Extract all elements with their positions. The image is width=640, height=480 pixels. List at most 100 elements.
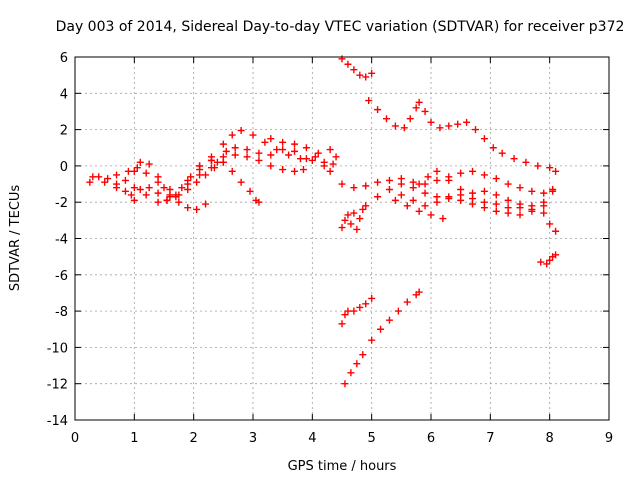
data-point xyxy=(457,185,465,193)
data-point xyxy=(377,325,385,333)
data-point xyxy=(219,140,227,148)
data-point xyxy=(540,202,548,210)
data-point xyxy=(409,196,417,204)
data-point xyxy=(338,180,346,188)
data-point xyxy=(480,135,488,143)
data-point xyxy=(397,180,405,188)
data-point xyxy=(136,185,144,193)
y-tick-label: -10 xyxy=(47,341,68,356)
data-point xyxy=(457,196,465,204)
data-point xyxy=(187,173,195,181)
data-point xyxy=(302,155,310,163)
data-point xyxy=(528,187,536,195)
data-point xyxy=(543,260,551,268)
data-point xyxy=(353,360,361,368)
data-point xyxy=(522,158,530,166)
data-point xyxy=(175,198,183,206)
data-point xyxy=(492,175,500,183)
data-point xyxy=(409,184,417,192)
data-point xyxy=(273,146,281,154)
series-arc-9 xyxy=(196,151,307,175)
data-point xyxy=(362,73,370,81)
data-point xyxy=(397,191,405,199)
data-point xyxy=(341,380,349,388)
data-point xyxy=(546,256,554,264)
x-tick-label: 7 xyxy=(486,431,494,446)
data-point xyxy=(424,173,432,181)
data-point xyxy=(504,196,512,204)
data-point xyxy=(231,144,239,152)
series-arc-18 xyxy=(415,167,548,213)
data-point xyxy=(154,173,162,181)
data-point xyxy=(136,158,144,166)
data-point xyxy=(421,180,429,188)
data-point xyxy=(344,60,352,68)
data-point xyxy=(338,320,346,328)
data-point xyxy=(113,171,121,179)
data-point xyxy=(193,178,201,186)
data-point xyxy=(359,205,367,213)
data-point xyxy=(427,211,435,219)
series-arc-4 xyxy=(127,164,218,204)
data-point xyxy=(207,156,215,164)
data-point xyxy=(552,251,560,259)
data-point xyxy=(166,191,174,199)
y-tick-label: 0 xyxy=(60,160,68,175)
data-point xyxy=(121,176,129,184)
grid-lines xyxy=(75,57,609,420)
data-point xyxy=(130,167,138,175)
data-point xyxy=(347,369,355,377)
series-arc-6 xyxy=(166,156,263,206)
y-tick-label: 2 xyxy=(60,124,68,139)
data-point xyxy=(311,153,319,161)
y-axis-label: SDTVAR / TECUs xyxy=(8,185,23,292)
data-point xyxy=(415,207,423,215)
data-point xyxy=(193,205,201,213)
data-point xyxy=(104,175,112,183)
data-point xyxy=(383,115,390,123)
data-point xyxy=(546,220,554,228)
y-tick-label: 4 xyxy=(60,87,68,102)
data-point xyxy=(320,162,328,170)
data-point xyxy=(332,153,340,161)
data-point xyxy=(89,173,97,181)
plot-frame xyxy=(74,56,610,421)
data-point xyxy=(480,171,488,179)
data-point xyxy=(454,120,462,128)
data-point xyxy=(457,169,465,177)
x-tick-label: 0 xyxy=(71,431,79,446)
data-point xyxy=(391,122,399,130)
series-arc-14 xyxy=(338,205,367,233)
data-point xyxy=(472,126,479,134)
data-point xyxy=(406,115,414,123)
data-point xyxy=(127,191,135,199)
data-point xyxy=(285,151,293,159)
data-point xyxy=(326,146,334,154)
data-point xyxy=(160,184,168,192)
data-point xyxy=(279,166,287,174)
series-arc-12 xyxy=(365,97,560,175)
data-point xyxy=(350,209,358,217)
data-point xyxy=(421,202,429,210)
data-point xyxy=(207,164,215,172)
data-point xyxy=(255,198,263,206)
data-point xyxy=(492,191,500,199)
x-tick-labels: 0 1 2 3 4 5 6 7 8 9 xyxy=(71,431,613,446)
data-point xyxy=(427,118,435,126)
series-arc-11 xyxy=(338,55,376,81)
x-tick-label: 1 xyxy=(130,431,138,446)
data-point xyxy=(222,147,230,155)
data-point xyxy=(261,138,269,146)
series-arc-13 xyxy=(338,167,557,197)
data-point xyxy=(101,178,109,186)
data-point xyxy=(445,193,453,201)
y-tick-label: 6 xyxy=(60,51,68,66)
series-arc-10 xyxy=(267,135,340,163)
data-point xyxy=(142,191,150,199)
x-tick-label: 4 xyxy=(308,431,316,446)
data-point xyxy=(279,138,287,146)
x-axis-label: GPS time / hours xyxy=(288,459,397,474)
data-point xyxy=(338,55,346,63)
data-point xyxy=(228,167,236,175)
data-point xyxy=(374,178,382,186)
